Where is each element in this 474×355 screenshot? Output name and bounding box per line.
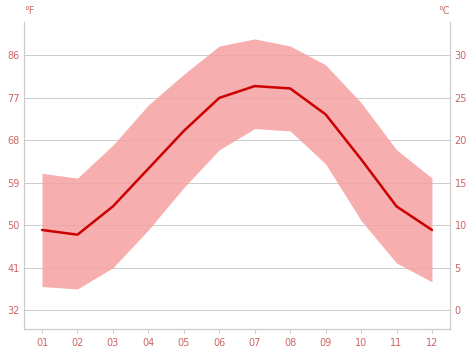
Text: °F: °F <box>24 6 35 16</box>
Text: °C: °C <box>438 6 450 16</box>
